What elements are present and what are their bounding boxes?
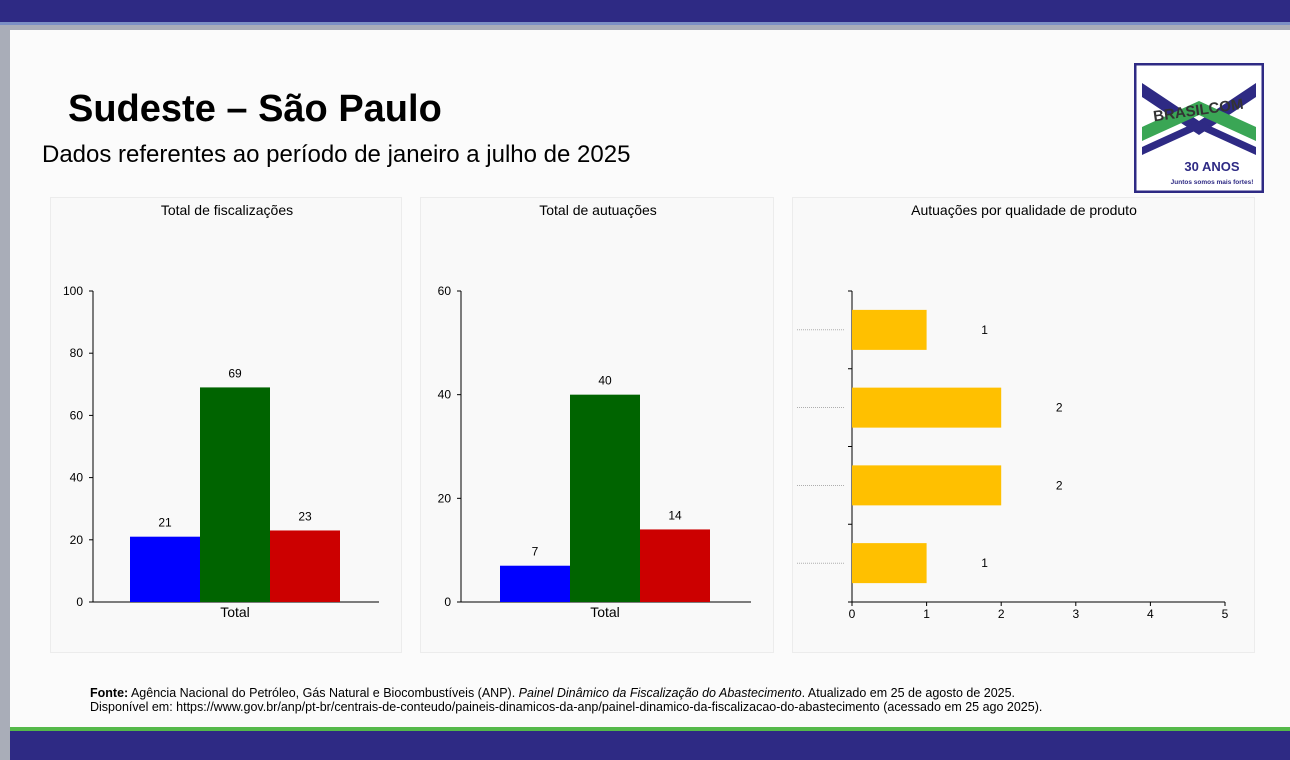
top-bar (0, 0, 1290, 22)
bar (200, 387, 270, 602)
bar (570, 394, 640, 602)
chart-title: Autuações por qualidade de produto (911, 202, 1137, 218)
source-note: Fonte: Agência Nacional do Petróleo, Gás… (90, 686, 1042, 714)
x-tick-label: 1 (923, 607, 930, 621)
data-label: 40 (598, 374, 612, 388)
y-tick-label: 80 (70, 346, 84, 360)
x-tick-label: 0 (849, 607, 856, 621)
y-tick-label: 20 (438, 491, 452, 505)
data-label: 2 (1056, 478, 1063, 492)
page-title: Sudeste – São Paulo (68, 88, 442, 130)
y-tick-label: 60 (438, 284, 452, 298)
y-tick-label: 100 (63, 284, 83, 298)
chart-panel-autuacoes: Total de autuações 0 20 40 60 7 40 14 Total (420, 197, 774, 653)
chart-title: Total de fiscalizações (161, 202, 293, 218)
source-line-2: Disponível em: https://www.gov.br/anp/pt… (90, 700, 1043, 714)
bar (852, 543, 927, 584)
source-italic: Painel Dinâmico da Fiscalização do Abast… (518, 686, 802, 700)
bar (130, 536, 200, 602)
top-bar-accent (0, 22, 1290, 25)
chart-title: Total de autuações (539, 202, 657, 218)
bar (852, 465, 1002, 506)
category-label: Total (220, 604, 250, 620)
chart-qualidade-produto: Autuações por qualidade de produto 0 1 2 3 4 5… (797, 202, 1229, 621)
bar (852, 309, 927, 350)
x-tick-label: 2 (998, 607, 1005, 621)
chart-panel-fiscalizacoes: Total de fiscalizações 0 20 40 60 80 100 21 69 23… (50, 197, 402, 653)
bar (640, 529, 710, 602)
y-tick-label: 0 (76, 595, 83, 609)
source-text-1: Agência Nacional do Petróleo, Gás Natura… (128, 686, 519, 700)
x-tick-label: 3 (1072, 607, 1079, 621)
chart-panel-qualidade: Autuações por qualidade de produto 0 1 2 3 4 5… (792, 197, 1255, 653)
data-label: 23 (298, 509, 312, 523)
data-label: 1 (981, 323, 988, 337)
logo-badge: 30 ANOS (1184, 159, 1239, 174)
data-label: 14 (668, 508, 682, 522)
bottom-accent-line (10, 727, 1290, 731)
data-label: 69 (228, 366, 242, 380)
logo-tagline: Juntos somos mais fortes! (1171, 179, 1254, 186)
source-line-1: Fonte: Agência Nacional do Petróleo, Gás… (90, 686, 1042, 700)
data-label: 1 (981, 556, 988, 570)
chart-fiscalizacoes: Total de fiscalizações 0 20 40 60 80 100 21 69 23… (63, 202, 379, 620)
chart-autuacoes: Total de autuações 0 20 40 60 7 40 14 Total (438, 202, 751, 620)
data-label: 21 (158, 516, 172, 530)
brasilcom-logo: BRASILCOM 30 ANOS Juntos somos mais fort… (1134, 63, 1264, 193)
y-tick-label: 0 (444, 595, 451, 609)
x-tick-label: 5 (1222, 607, 1229, 621)
x-tick-label: 4 (1147, 607, 1154, 621)
source-label: Fonte: (90, 686, 129, 700)
data-label: 2 (1056, 401, 1063, 415)
category-label: Total (590, 604, 620, 620)
data-label: 7 (532, 545, 539, 559)
bar (852, 387, 1002, 428)
bar (500, 565, 570, 602)
y-tick-label: 20 (70, 533, 84, 547)
page-subtitle: Dados referentes ao período de janeiro a… (42, 141, 631, 168)
y-tick-label: 40 (70, 471, 84, 485)
bottom-bar (10, 731, 1290, 760)
y-tick-label: 60 (70, 408, 84, 422)
y-tick-label: 40 (438, 388, 452, 402)
bar (270, 530, 340, 602)
source-text-2: . Atualizado em 25 de agosto de 2025. (801, 686, 1016, 700)
